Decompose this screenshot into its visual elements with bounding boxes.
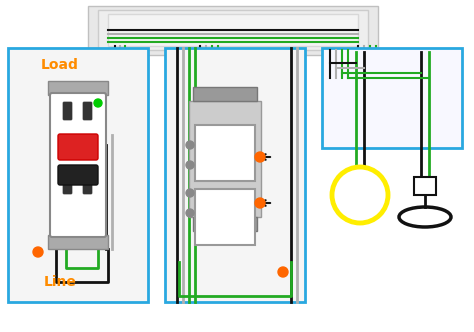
Circle shape bbox=[94, 99, 102, 107]
Circle shape bbox=[332, 167, 388, 223]
Circle shape bbox=[33, 247, 43, 257]
FancyBboxPatch shape bbox=[63, 102, 72, 120]
Circle shape bbox=[186, 209, 194, 217]
Bar bbox=[88, 6, 378, 55]
Bar bbox=[48, 81, 108, 95]
Circle shape bbox=[255, 198, 265, 208]
Text: Load: Load bbox=[41, 58, 79, 72]
Circle shape bbox=[186, 189, 194, 197]
Circle shape bbox=[255, 152, 265, 162]
Bar bbox=[98, 10, 368, 50]
Circle shape bbox=[278, 267, 288, 277]
Circle shape bbox=[186, 161, 194, 169]
FancyBboxPatch shape bbox=[58, 165, 98, 185]
Bar bbox=[8, 48, 148, 302]
Bar bbox=[195, 189, 255, 245]
Bar bbox=[193, 87, 257, 101]
Bar bbox=[189, 101, 261, 217]
Text: Line: Line bbox=[44, 275, 76, 289]
FancyBboxPatch shape bbox=[83, 102, 92, 120]
Bar bbox=[195, 125, 255, 181]
Bar bbox=[193, 217, 257, 231]
Bar bbox=[414, 177, 436, 195]
Ellipse shape bbox=[399, 207, 451, 227]
FancyBboxPatch shape bbox=[63, 176, 72, 194]
Bar bbox=[108, 14, 358, 46]
FancyBboxPatch shape bbox=[83, 176, 92, 194]
Circle shape bbox=[186, 141, 194, 149]
FancyBboxPatch shape bbox=[58, 134, 98, 160]
FancyBboxPatch shape bbox=[50, 93, 106, 237]
Bar bbox=[165, 48, 305, 302]
Bar bbox=[48, 235, 108, 249]
Bar bbox=[322, 48, 462, 148]
